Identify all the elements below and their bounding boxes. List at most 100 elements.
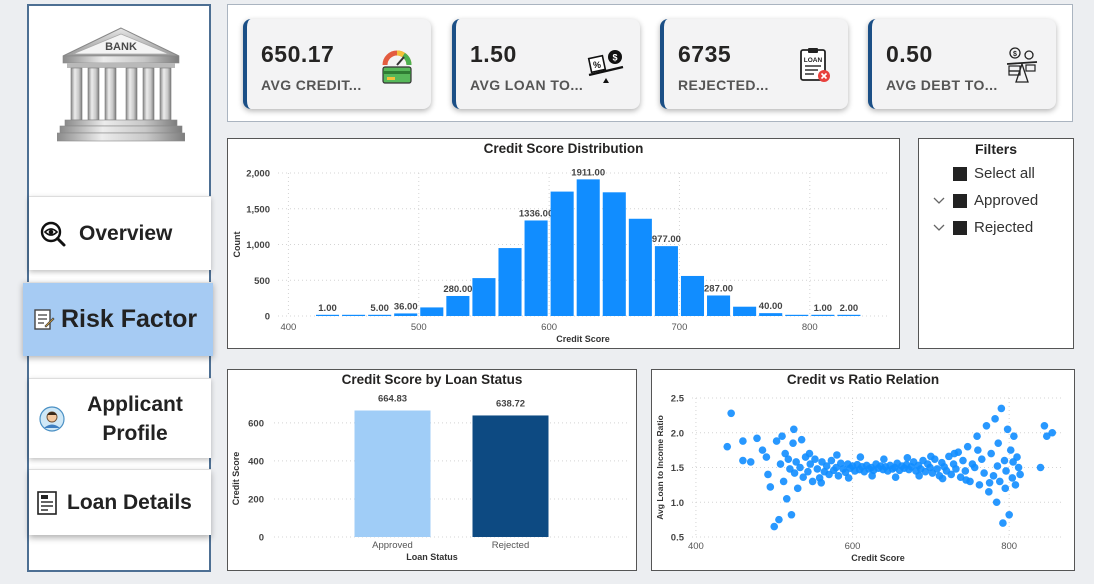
x-tick-label: 800 (802, 322, 818, 333)
bank-logo: BANK (56, 26, 186, 146)
scatter-point (868, 472, 876, 480)
x-tick-label: 600 (845, 541, 861, 552)
histogram-bar (315, 314, 340, 316)
chart-title: Credit Score by Loan Status (341, 372, 523, 387)
y-axis-label: Avg Loan to Income Ratio (655, 415, 665, 520)
scatter-point (891, 473, 900, 482)
chevron-down-icon[interactable] (931, 194, 947, 208)
scatter-point (799, 473, 808, 482)
scatter-point (959, 456, 967, 465)
scatter-point (987, 449, 995, 458)
y-tick-label: 0 (259, 533, 264, 544)
x-axis-label: Credit Score (851, 553, 905, 563)
scatter-point (790, 425, 798, 434)
scatter-point (993, 462, 1002, 470)
x-tick-label: Rejected (492, 540, 530, 551)
data-label: 1336.00 (519, 208, 553, 219)
scatter-point (1008, 474, 1017, 482)
risk-document-icon (33, 308, 55, 332)
credit-score-distribution-chart[interactable]: Credit Score Distribution 0 500 1,000 1,500… (227, 138, 900, 349)
scatter-point (980, 469, 988, 477)
credit-vs-ratio-chart[interactable]: Credit vs Ratio Relation 0.5 1.0 1.5 2.0 2.5… (651, 369, 1075, 571)
scatter-point (746, 458, 755, 466)
histogram-bar (550, 191, 574, 316)
kpi-card-avg-credit[interactable]: 650.17 AVG CREDIT... (243, 19, 431, 109)
scatter-point (903, 453, 912, 462)
data-label: 5.00 (370, 303, 389, 314)
data-label: 1.00 (814, 303, 833, 314)
histogram-bar (342, 314, 366, 316)
scatter-point (723, 442, 732, 451)
status-plot: 0 200 400 600 664.83 Approved 638.72 Rejected Lo… (231, 393, 628, 562)
nav-risk-factor[interactable]: Risk Factor (23, 282, 213, 356)
scatter-point (797, 435, 806, 444)
kpi-label: AVG LOAN TO... (470, 77, 584, 93)
kpi-card-rejected[interactable]: 6735 REJECTED... LOAN (660, 19, 848, 109)
histogram-bar (472, 278, 496, 316)
loan-rejected-icon: LOAN (794, 45, 834, 85)
histogram-bar (759, 313, 783, 316)
histogram-bar (576, 179, 600, 316)
kpi-value: 650.17 (261, 41, 335, 67)
checkbox-checked-icon[interactable] (953, 166, 967, 181)
y-tick-label: 2.0 (671, 428, 684, 439)
scatter-point (1001, 484, 1010, 493)
loan-ratio-icon: % $ (586, 45, 626, 85)
scatter-point (822, 462, 831, 470)
histogram-bar (498, 248, 522, 316)
nav-loan-details[interactable]: Loan Details (29, 469, 211, 535)
scatter-point (1002, 467, 1010, 475)
scatter-point (1006, 446, 1015, 454)
scatter-point (1010, 432, 1018, 441)
checkbox-checked-icon[interactable] (953, 220, 967, 235)
histogram-bar (837, 314, 861, 316)
y-axis-label: Credit Score (231, 452, 241, 506)
nav-overview[interactable]: Overview (29, 196, 211, 270)
y-axis-label: Count (232, 232, 242, 258)
nav-applicant-profile[interactable]: Applicant Profile (29, 378, 211, 458)
histogram-bar (654, 246, 678, 316)
scatter-point (992, 498, 1001, 507)
status-bar (354, 410, 431, 537)
scatter-point (975, 481, 984, 489)
scatter-point (952, 465, 960, 473)
kpi-panel: 650.17 AVG CREDIT... 1.50 AVG LOAN TO... (227, 4, 1073, 122)
histogram-bar (785, 314, 809, 316)
loan-form-icon (35, 489, 61, 517)
scatter-point (813, 465, 822, 473)
chevron-down-icon[interactable] (931, 221, 947, 235)
scatter-point (772, 437, 781, 445)
svg-text:$: $ (1013, 51, 1017, 58)
data-label: 280.00 (443, 284, 472, 295)
scatter-point (963, 442, 972, 451)
scatter-point (1005, 510, 1013, 519)
filters-panel: Filters Select all Approved Rejected (918, 138, 1074, 349)
histogram-bar (707, 295, 731, 316)
histogram-bar (680, 275, 705, 316)
scatter-point (985, 488, 993, 496)
scatter-point (950, 449, 959, 458)
svg-text:$: $ (612, 53, 617, 63)
filter-rejected[interactable]: Rejected (931, 219, 1033, 236)
scatter-point (1040, 422, 1049, 430)
chevron-spacer (931, 167, 947, 181)
filter-select-all[interactable]: Select all (931, 165, 1035, 182)
scatter-point (796, 463, 804, 472)
scatter-point (844, 474, 853, 482)
data-label: 36.00 (394, 301, 418, 312)
y-tick-label: 200 (248, 494, 264, 505)
checkbox-checked-icon[interactable] (953, 193, 967, 208)
scatter-point (811, 455, 819, 463)
scatter-point (1003, 425, 1012, 434)
scatter-point (792, 458, 800, 466)
scatter-point (999, 519, 1007, 527)
y-tick-label: 0.5 (671, 533, 685, 544)
scatter-point (961, 467, 970, 475)
scatter-point (1048, 428, 1057, 437)
kpi-card-avg-loan[interactable]: 1.50 AVG LOAN TO... % $ (452, 19, 640, 109)
data-label: 40.00 (759, 301, 783, 312)
credit-score-by-loan-status-chart[interactable]: Credit Score by Loan Status 0 200 400 600 66… (227, 369, 637, 571)
kpi-card-avg-debt[interactable]: 0.50 AVG DEBT TO... $ (868, 19, 1056, 109)
filter-label: Select all (974, 165, 1035, 182)
filter-approved[interactable]: Approved (931, 192, 1038, 209)
